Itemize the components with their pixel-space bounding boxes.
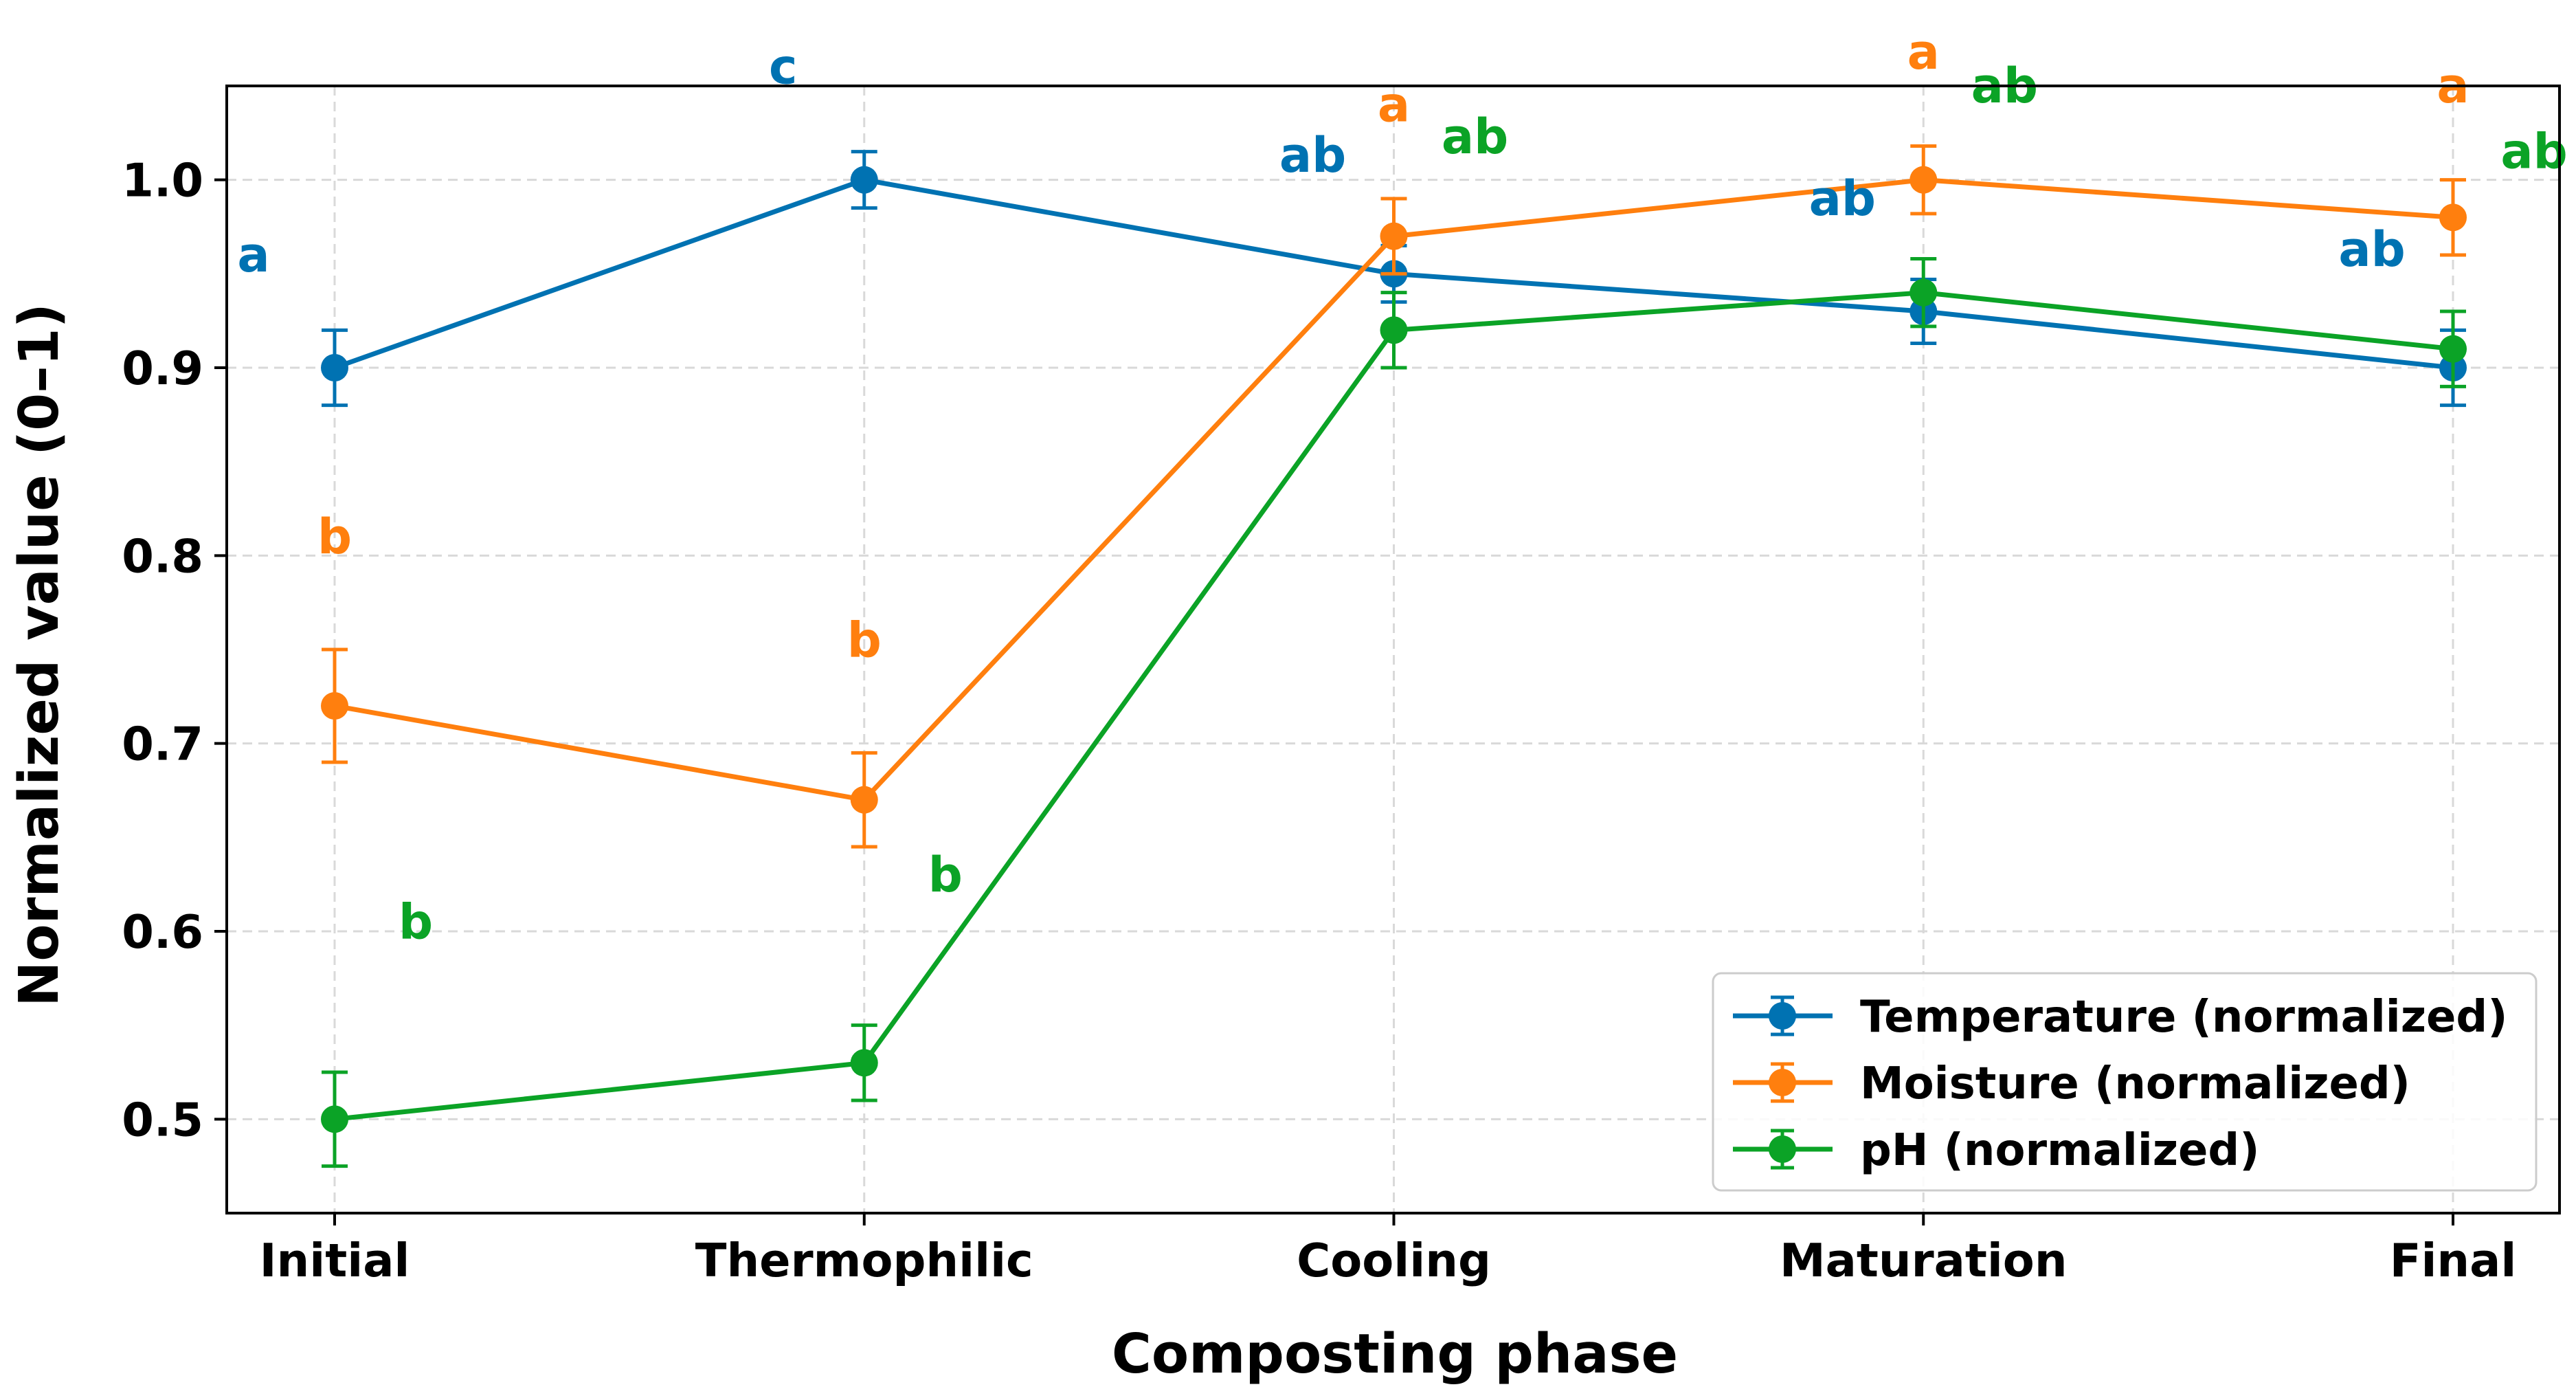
data-point (850, 786, 878, 814)
data-point (850, 1049, 878, 1077)
data-point (321, 1105, 348, 1133)
data-point (1380, 316, 1408, 344)
data-point (2439, 335, 2467, 363)
data-point (321, 692, 348, 720)
data-point (1909, 278, 1938, 307)
data-point (2439, 203, 2467, 232)
legend-item: pH (normalized) (1733, 1125, 2259, 1176)
data-point (850, 166, 878, 194)
significance-letter: a (1907, 24, 1940, 80)
x-axis-title: Composting phase (1112, 1322, 1678, 1386)
data-point (321, 354, 348, 381)
significance-letter: b (399, 894, 433, 950)
legend-marker (1769, 1069, 1796, 1096)
y-axis: 0.5 0.6 0.7 0.8 0.9 1.0 (122, 154, 227, 1146)
y-tick-label: 0.5 (122, 1093, 203, 1146)
data-point (1909, 166, 1938, 194)
series-layer (321, 144, 2467, 1168)
series-3 (321, 256, 2467, 1168)
y-tick-label: 0.6 (122, 905, 203, 959)
y-tick-label: 0.7 (122, 718, 203, 771)
legend-label: pH (normalized) (1860, 1125, 2259, 1176)
y-tick-label: 1.0 (122, 154, 203, 208)
legend-item: Temperature (normalized) (1733, 992, 2507, 1043)
legend-marker (1769, 1135, 1796, 1163)
x-tick-label: Thermophilic (695, 1234, 1033, 1287)
significance-letter: ab (1279, 127, 1346, 184)
legend: Temperature (normalized) Moisture (normal… (1712, 972, 2538, 1192)
legend-marker (1769, 1002, 1796, 1030)
significance-letter: b (847, 612, 882, 668)
significance-letter: ab (2500, 124, 2567, 180)
y-tick-label: 0.9 (122, 342, 203, 395)
legend-item: Moisture (normalized) (1733, 1058, 2410, 1109)
x-axis: Initial Thermophilic Cooling Maturation Fina… (260, 1213, 2517, 1287)
significance-letter: ab (1442, 109, 1508, 165)
series-2 (321, 144, 2467, 849)
legend-label: Temperature (normalized) (1860, 992, 2507, 1043)
significance-letter: a (237, 227, 269, 283)
legend-label: Moisture (normalized) (1860, 1058, 2410, 1109)
significance-letter: b (317, 509, 352, 565)
x-tick-label: Maturation (1780, 1234, 2068, 1287)
x-tick-label: Initial (260, 1234, 410, 1287)
legend-box (1712, 972, 2538, 1192)
data-point (1380, 222, 1408, 250)
significance-letter: ab (1809, 170, 1876, 227)
y-tick-label: 0.8 (122, 529, 203, 583)
x-tick-label: Final (2390, 1234, 2517, 1287)
significance-letter: b (928, 847, 963, 903)
significance-letter: ab (2338, 221, 2405, 278)
x-tick-label: Cooling (1297, 1234, 1491, 1287)
y-axis-title: Normalized value (0–1) (8, 303, 71, 1007)
